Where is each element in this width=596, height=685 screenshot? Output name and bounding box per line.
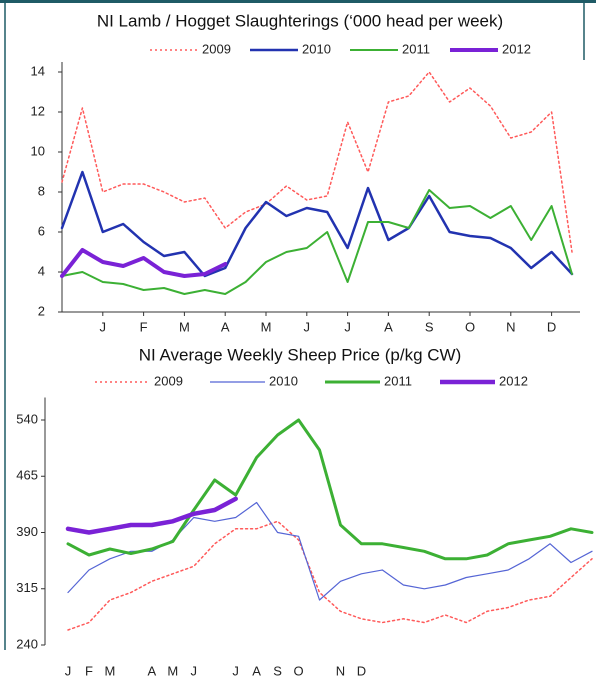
legend-label: 2011: [402, 41, 430, 56]
chart-title: NI Lamb / Hogget Slaughterings (‘000 hea…: [97, 11, 503, 30]
x-tick-label: D: [547, 319, 556, 334]
x-tick-label: O: [293, 663, 303, 678]
x-tick-label: F: [85, 663, 93, 678]
x-tick-label: N: [506, 319, 515, 334]
legend-label: 2012: [499, 373, 528, 388]
x-tick-label: O: [465, 319, 475, 334]
x-tick-label: S: [273, 663, 282, 678]
series-line: [60, 248, 228, 278]
x-tick-label: A: [384, 319, 393, 334]
y-tick-label: 465: [16, 468, 38, 483]
x-tick-label: J: [344, 319, 351, 334]
x-tick-label: M: [104, 663, 115, 678]
x-tick-label: J: [100, 319, 107, 334]
series-line: [61, 189, 573, 295]
y-tick-label: 540: [16, 411, 38, 426]
legend-label: 2011: [384, 373, 412, 388]
y-tick-label: 12: [31, 103, 45, 118]
series-line: [67, 520, 593, 631]
x-tick-label: A: [148, 663, 157, 678]
x-tick-label: M: [261, 319, 272, 334]
y-tick-label: 6: [38, 223, 45, 238]
series-line: [67, 501, 593, 601]
x-tick-label: J: [232, 663, 239, 678]
x-tick-label: M: [167, 663, 178, 678]
x-tick-label: S: [425, 319, 434, 334]
legend-label: 2010: [269, 373, 298, 388]
series-line: [60, 170, 574, 278]
y-tick-label: 8: [38, 183, 45, 198]
x-tick-label: D: [357, 663, 366, 678]
y-tick-label: 10: [31, 143, 45, 158]
x-tick-label: J: [304, 319, 311, 334]
y-tick-label: 315: [16, 580, 38, 595]
legend-label: 2009: [202, 41, 231, 56]
y-tick-label: 240: [16, 636, 38, 651]
series-line: [66, 418, 594, 561]
x-tick-label: A: [221, 319, 230, 334]
series-line: [61, 71, 573, 253]
y-tick-label: 390: [16, 524, 38, 539]
chart-title: NI Average Weekly Sheep Price (p/kg CW): [139, 345, 462, 364]
y-tick-label: 14: [31, 63, 45, 78]
y-tick-label: 4: [38, 263, 45, 278]
x-tick-label: A: [252, 663, 261, 678]
x-tick-label: F: [140, 319, 148, 334]
legend-label: 2010: [302, 41, 331, 56]
x-tick-label: N: [336, 663, 345, 678]
y-tick-label: 2: [38, 303, 45, 318]
legend-label: 2009: [154, 373, 183, 388]
x-tick-label: M: [179, 319, 190, 334]
x-tick-label: J: [65, 663, 72, 678]
x-tick-label: J: [191, 663, 198, 678]
series-line: [65, 496, 238, 535]
legend-label: 2012: [502, 41, 531, 56]
